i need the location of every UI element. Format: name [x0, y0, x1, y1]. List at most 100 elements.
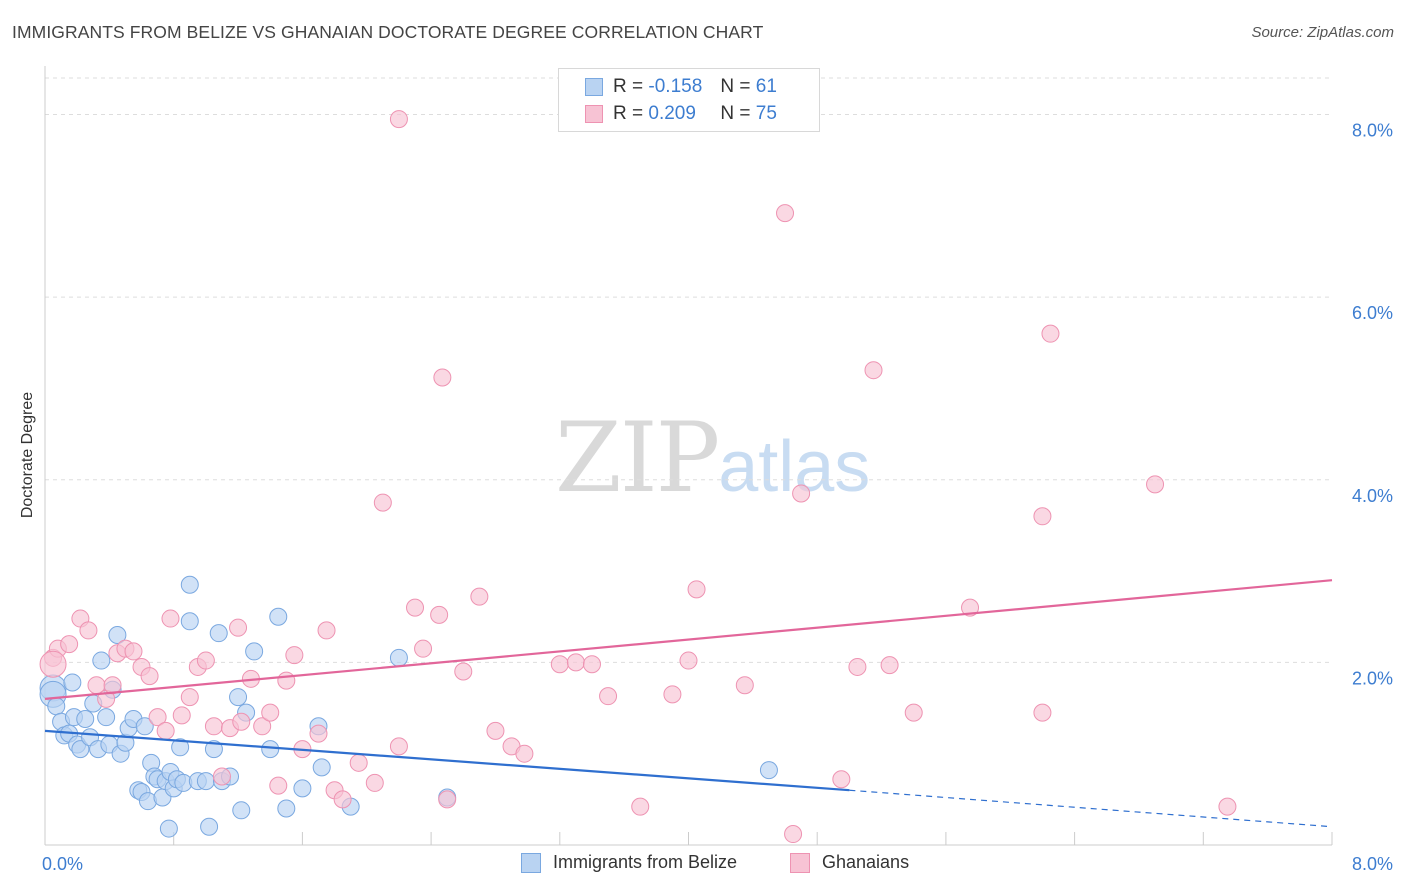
point-belize — [200, 817, 219, 836]
n-label: N = — [720, 76, 751, 97]
point-ghanaians — [365, 773, 384, 792]
trendline-ghanaians — [44, 579, 1333, 701]
point-belize — [63, 673, 82, 692]
point-belize — [92, 651, 111, 670]
point-ghanaians — [1033, 507, 1052, 526]
point-ghanaians — [687, 580, 706, 599]
point-belize — [97, 708, 116, 727]
point-ghanaians — [414, 639, 433, 658]
r-value-ghanaians: 0.209 — [648, 103, 696, 124]
point-ghanaians — [204, 717, 223, 736]
point-ghanaians — [631, 797, 650, 816]
point-ghanaians — [161, 609, 180, 628]
point-ghanaians — [285, 646, 304, 665]
point-belize — [277, 799, 296, 818]
point-ghanaians — [277, 671, 296, 690]
point-ghanaians — [848, 657, 867, 676]
n-value-ghanaians: 75 — [755, 103, 777, 124]
point-belize — [71, 740, 90, 759]
point-ghanaians — [79, 621, 98, 640]
point-ghanaians — [172, 706, 191, 725]
stats-legend-row-ghanaians: R = 0.209 N = 75 — [585, 102, 777, 126]
point-ghanaians — [864, 361, 883, 380]
point-ghanaians — [124, 642, 143, 661]
point-ghanaians — [430, 605, 449, 624]
point-belize — [229, 688, 248, 707]
point-ghanaians — [792, 484, 811, 503]
point-belize — [209, 624, 228, 643]
point-ghanaians — [39, 650, 67, 678]
point-belize — [159, 819, 178, 838]
x-tick-label-end: 8.0% — [1352, 854, 1393, 874]
point-ghanaians — [253, 717, 272, 736]
point-ghanaians — [140, 667, 159, 686]
point-ghanaians — [566, 653, 585, 672]
point-ghanaians — [406, 598, 425, 617]
point-belize — [108, 625, 127, 644]
point-ghanaians — [148, 708, 167, 727]
point-ghanaians — [1218, 797, 1237, 816]
x-tick-label-start: 0.0% — [42, 854, 83, 874]
point-belize — [245, 642, 264, 661]
point-ghanaians — [832, 770, 851, 789]
point-belize — [293, 779, 312, 798]
r-label: R = — [613, 103, 644, 124]
point-ghanaians — [261, 703, 280, 722]
point-belize — [312, 758, 331, 777]
legend-label-ghanaians: Ghanaians — [822, 852, 910, 872]
point-ghanaians — [1146, 475, 1165, 494]
legend-item-belize[interactable]: Immigrants from Belize — [521, 852, 737, 873]
watermark: ZIPatlas — [555, 402, 870, 514]
point-ghanaians — [438, 790, 457, 809]
point-belize — [204, 740, 223, 759]
blue-swatch — [585, 78, 603, 96]
trendline-extension-belize — [849, 789, 1333, 828]
point-ghanaians — [550, 655, 569, 674]
point-ghanaians — [333, 790, 352, 809]
point-ghanaians — [196, 651, 215, 670]
trendline-belize — [44, 729, 850, 792]
point-belize — [759, 761, 778, 780]
pink-swatch — [790, 852, 810, 873]
y-tick-label: 8.0% — [1352, 121, 1393, 141]
point-ghanaians — [470, 587, 489, 606]
point-ghanaians — [486, 721, 505, 740]
point-ghanaians — [880, 656, 899, 675]
y-axis-label: Doctorate Degree — [19, 391, 36, 519]
point-ghanaians — [349, 753, 368, 772]
y-tick-label: 2.0% — [1352, 668, 1393, 688]
point-ghanaians — [373, 493, 392, 512]
point-ghanaians — [663, 685, 682, 704]
point-belize — [180, 575, 199, 594]
series-legend: Immigrants from Belize Ghanaians — [0, 852, 1406, 878]
point-belize — [180, 612, 199, 631]
blue-swatch — [521, 852, 541, 873]
point-belize — [76, 709, 95, 728]
point-ghanaians — [433, 368, 452, 387]
y-tick-label: 4.0% — [1352, 486, 1393, 506]
point-ghanaians — [229, 618, 248, 637]
point-belize — [232, 801, 251, 820]
legend-item-ghanaians[interactable]: Ghanaians — [790, 852, 909, 873]
point-ghanaians — [180, 688, 199, 707]
point-ghanaians — [389, 110, 408, 129]
point-belize — [261, 740, 280, 759]
point-ghanaians — [904, 703, 923, 722]
source-credit: Source: ZipAtlas.com — [1251, 24, 1394, 41]
y-tick-label: 6.0% — [1352, 303, 1393, 323]
point-ghanaians — [60, 635, 79, 654]
chart-title: IMMIGRANTS FROM BELIZE VS GHANAIAN DOCTO… — [12, 22, 764, 42]
point-belize — [47, 697, 66, 716]
point-ghanaians — [232, 712, 251, 731]
n-label: N = — [720, 103, 751, 124]
point-ghanaians — [309, 724, 328, 743]
point-ghanaians — [212, 767, 231, 786]
r-label: R = — [613, 76, 644, 97]
point-ghanaians — [679, 651, 698, 670]
point-belize — [389, 648, 408, 667]
n-value-belize: 61 — [755, 76, 777, 97]
stats-legend-row-belize: R = -0.158 N = 61 — [585, 75, 777, 99]
point-belize — [135, 717, 154, 736]
point-belize — [196, 772, 215, 791]
point-ghanaians — [389, 737, 408, 756]
